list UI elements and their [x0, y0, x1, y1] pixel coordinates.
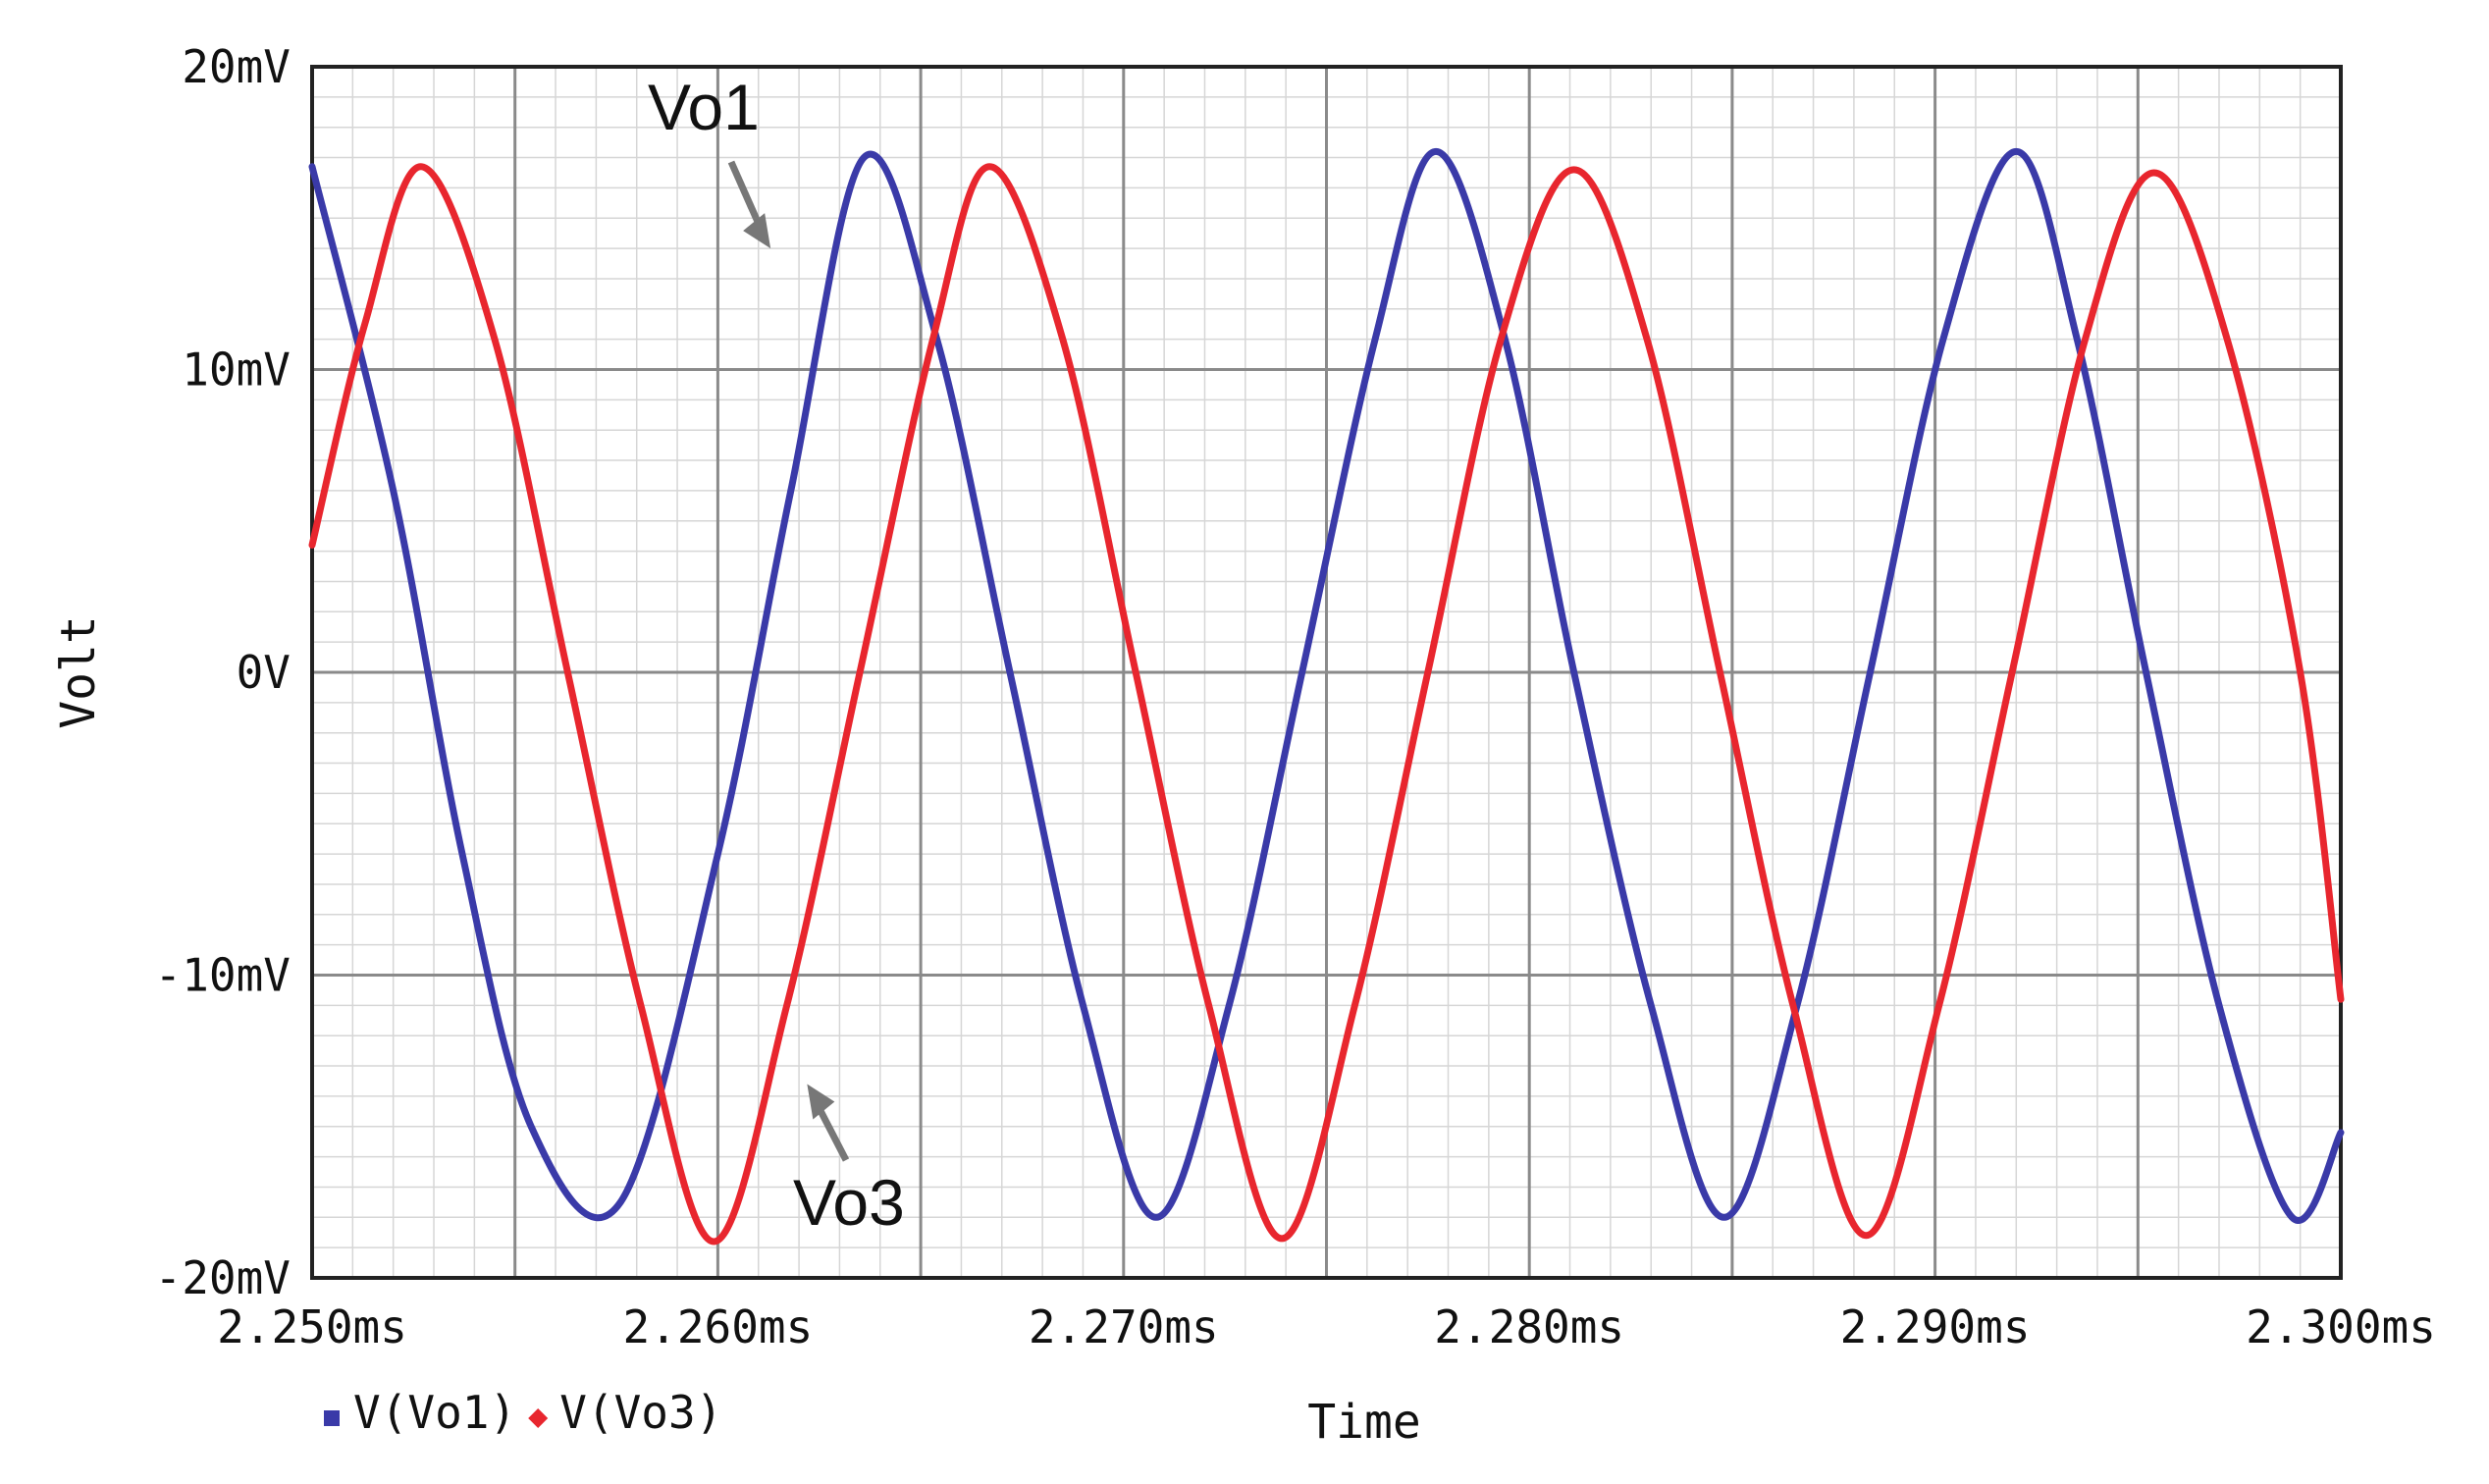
x-tick-label: 2.250ms [217, 1300, 407, 1353]
legend-marker-square [324, 1410, 340, 1426]
x-tick-label: 2.270ms [1029, 1300, 1219, 1353]
legend-label: V(Vo3) [559, 1386, 722, 1439]
series-line-v-vo1 [308, 147, 2345, 1224]
y-tick-label: -10mV [155, 949, 291, 1002]
y-tick-label: -20mV [155, 1251, 291, 1304]
series-line-v-vo3 [308, 163, 2345, 1246]
x-tick-label: 2.280ms [1434, 1300, 1624, 1353]
annotation-label-vo3: Vo3 [793, 1166, 905, 1239]
legend-label: V(Vo1) [353, 1386, 516, 1439]
annotation-arrow-vo3 [814, 1101, 850, 1162]
arrowhead-icon [807, 1084, 835, 1120]
y-axis-title: Volt [51, 615, 106, 729]
x-axis-title: Time [1307, 1395, 1421, 1450]
series-layer [308, 147, 2345, 1246]
x-tick-label: 2.290ms [1840, 1300, 2031, 1353]
y-tick-label: 0V [237, 646, 291, 699]
annotation-label-vo1: Vo1 [648, 71, 760, 143]
x-tick-label: 2.260ms [622, 1300, 813, 1353]
y-tick-label: 20mV [182, 40, 291, 93]
arrowhead-icon [743, 213, 771, 249]
plot-frame [310, 65, 2343, 1280]
y-tick-label: 10mV [182, 344, 291, 397]
legend-marker-diamond [528, 1408, 549, 1428]
legend: V(Vo1) V(Vo3) [324, 1386, 722, 1439]
annotations: Vo1 Vo3 [648, 71, 905, 1239]
annotation-arrow-vo1 [727, 160, 765, 231]
x-tick-label: 2.300ms [2246, 1300, 2436, 1353]
